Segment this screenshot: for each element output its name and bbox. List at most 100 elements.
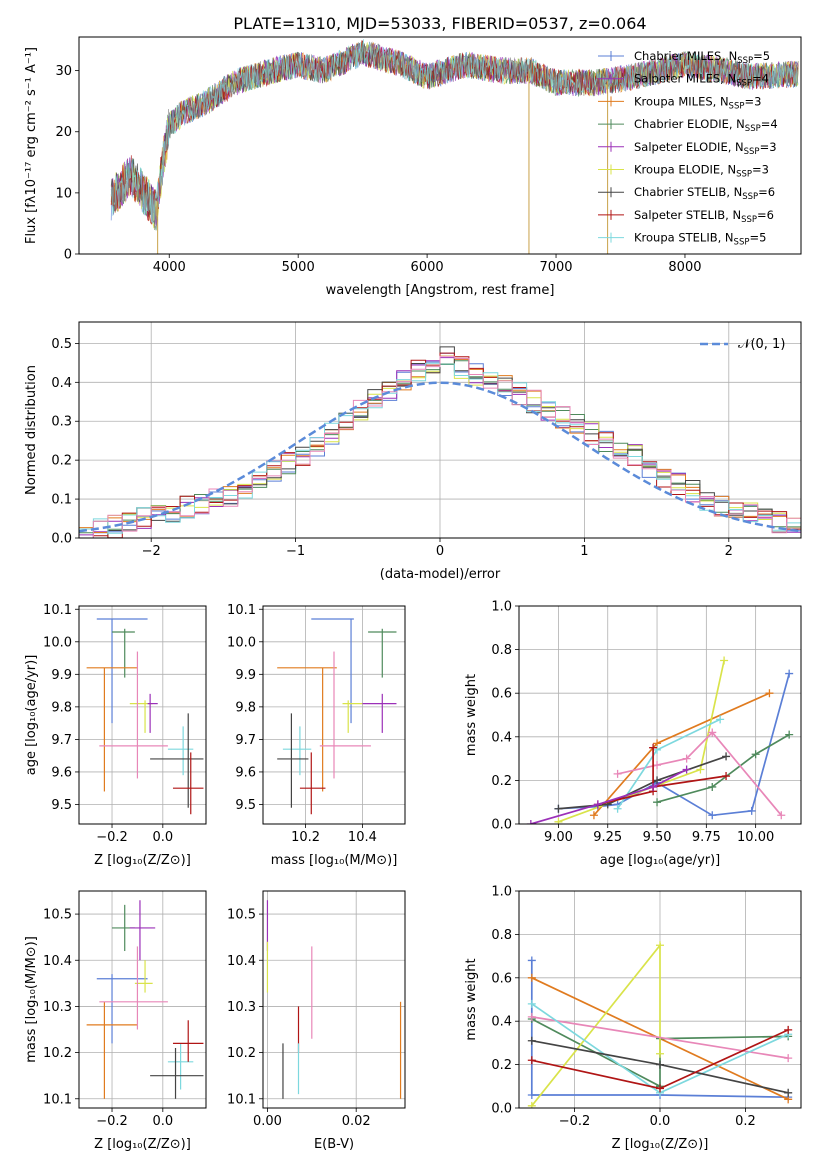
weight-marker: [784, 1025, 793, 1034]
axes-frame: [518, 605, 802, 825]
panel-mass_vs_Z: −0.2 0.0 10.1 10.2 10.3 10.4 10.5 Z [log₁₀(Z/Z⊙…: [24, 890, 207, 1152]
y-tick-label: 0.6: [491, 687, 512, 702]
y-tick-label: 10.0: [43, 635, 72, 650]
x-axis-label: mass [log₁₀(M/M⊙)]: [271, 853, 398, 868]
weight-marker: [527, 1056, 536, 1065]
x-tick-label: 0.02: [342, 1114, 371, 1129]
plot-area: [110, 39, 799, 254]
weight-marker: [722, 752, 731, 761]
x-axis-label: wavelength [Angstrom, rest frame]: [326, 283, 555, 298]
data-point: [311, 618, 354, 724]
axes-frame: [262, 890, 406, 1109]
weight-marker: [527, 973, 536, 982]
legend-label: Chabrier STELIB, NSSP=6: [634, 185, 775, 202]
y-axis-label: mass [log₁₀(M/M⊙)]: [24, 936, 39, 1063]
y-tick-label: 10.2: [43, 1046, 72, 1061]
weight-marker: [722, 772, 731, 781]
weight-marker: [613, 804, 622, 813]
axes-frame: [78, 321, 802, 539]
y-tick-label: 0.1: [51, 493, 72, 508]
weight-marker: [682, 765, 691, 774]
panel-weight_vs_Z: −0.2 0.0 0.2 0.0 0.2 0.4 0.6 0.8 1.0 Z [log₁₀(Z/Z…: [464, 885, 802, 1152]
weight-marker: [708, 782, 717, 791]
x-tick-label: 0.0: [152, 830, 173, 845]
y-tick-label: 9.6: [51, 765, 72, 780]
plot-area: [277, 618, 397, 815]
weight-line: [531, 1016, 789, 1059]
x-tick-label: 0.2: [735, 1114, 756, 1129]
y-tick-label: 10.1: [227, 1092, 256, 1107]
gaussian-curve: [79, 381, 801, 533]
data-point: [129, 900, 156, 961]
y-tick-label: 9.6: [235, 765, 256, 780]
weight-marker: [708, 811, 717, 820]
y-tick-label: 0.4: [51, 376, 72, 391]
data-point: [167, 1043, 194, 1090]
x-tick-label: 4000: [153, 260, 186, 275]
spectrum-line: [110, 39, 799, 224]
weight-marker: [649, 743, 658, 752]
y-tick-label: 10.4: [43, 954, 72, 969]
legend-label: Salpeter ELODIE, NSSP=3: [634, 140, 777, 157]
weight-marker: [682, 754, 691, 763]
y-tick-label: 0.4: [491, 1015, 512, 1030]
y-tick-label: 10.0: [227, 635, 256, 650]
x-tick-label: 0.0: [152, 1114, 173, 1129]
panel-weight_vs_age: 9.00 9.25 9.50 9.75 10.00 0.0 0.2 0.4 0.6 0.8 1.0 a…: [464, 600, 802, 868]
weight-marker: [696, 765, 705, 774]
x-tick-label: −0.2: [559, 1114, 591, 1129]
x-tick-label: 9.00: [544, 830, 573, 845]
x-tick-label: −2: [142, 544, 161, 559]
panel-age_vs_Z: −0.2 0.0 9.5 9.6 9.7 9.8 9.9 10.0 10.1 Z [log₁₀(Z…: [24, 603, 207, 868]
data-point: [368, 628, 397, 678]
x-tick-label: 0.0: [650, 1114, 671, 1129]
data-point: [150, 713, 204, 808]
data-point: [86, 667, 138, 792]
y-tick-label: 1.0: [491, 885, 512, 900]
weight-marker: [526, 820, 535, 824]
y-tick-label: 10.1: [43, 603, 72, 618]
weight-marker: [751, 750, 760, 759]
weight-line: [530, 768, 687, 824]
data-point: [282, 726, 312, 776]
y-tick-label: 9.7: [51, 733, 72, 748]
legend-label: Kroupa STELIB, NSSP=5: [634, 231, 766, 248]
y-tick-label: 9.8: [235, 700, 256, 715]
spectrum-line: [110, 43, 799, 231]
weight-marker: [593, 800, 602, 809]
weight-marker: [785, 730, 794, 739]
weight-marker: [785, 669, 794, 678]
weight-marker: [716, 715, 725, 724]
y-tick-label: 10: [55, 186, 72, 201]
weight-marker: [656, 941, 664, 950]
data-point: [172, 752, 204, 815]
panel-residuals: −2 −1 0 1 2 0.0 0.1 0.2 0.3 0.4 0.5 (data-model)/er…: [24, 321, 802, 582]
y-tick-label: 20: [55, 125, 72, 140]
x-axis-label: age [log₁₀(age/yr)]: [600, 853, 721, 868]
y-tick-label: 9.8: [51, 700, 72, 715]
y-tick-label: 0.3: [51, 415, 72, 430]
x-tick-label: 0: [436, 544, 444, 559]
weight-line: [617, 731, 782, 816]
y-axis-label: age [log₁₀(age/yr)]: [24, 655, 39, 776]
weight-line: [558, 755, 727, 810]
legend-label: Kroupa MILES, NSSP=3: [634, 94, 761, 111]
weight-marker: [747, 806, 756, 815]
weight-marker: [527, 999, 536, 1008]
y-tick-label: 9.7: [235, 733, 256, 748]
panel-spectrum: 4000 5000 6000 7000 8000 0 10 20 30 wavelength [A…: [24, 36, 802, 298]
y-tick-label: 0.2: [491, 1058, 512, 1073]
weight-marker: [527, 1036, 536, 1045]
weight-marker: [708, 728, 717, 737]
y-tick-label: 0.8: [491, 643, 512, 658]
x-axis-label: E(B-V): [314, 1137, 354, 1152]
x-tick-label: −0.2: [96, 1114, 128, 1129]
plot-area: [527, 941, 793, 1108]
legend-label: Salpeter MILES, NSSP=4: [634, 72, 769, 89]
x-tick-label: −1: [286, 544, 305, 559]
data-point: [96, 618, 148, 724]
weight-line: [558, 660, 725, 823]
plot-area: [266, 900, 402, 1099]
y-tick-label: 9.9: [235, 668, 256, 683]
